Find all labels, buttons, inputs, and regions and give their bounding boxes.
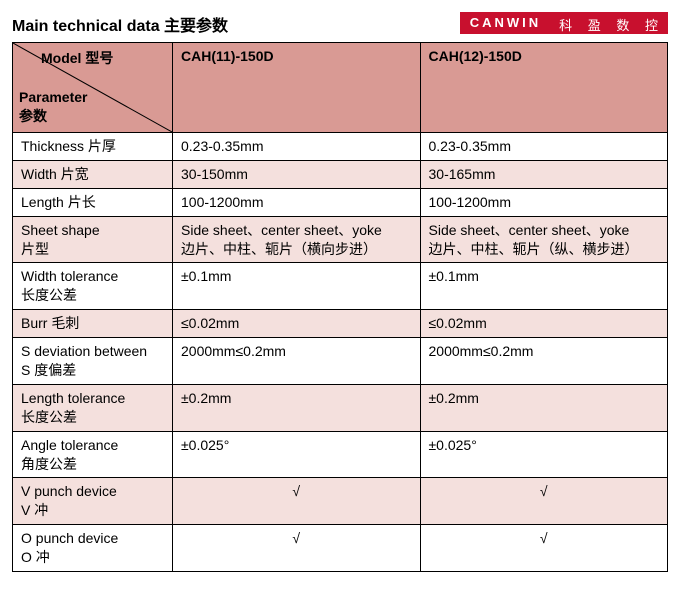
table-row: V punch device V 冲√√ [13, 478, 668, 525]
row-label: Width tolerance 长度公差 [13, 263, 173, 310]
row-value-2: 30-165mm [420, 160, 668, 188]
row-value-2: ≤0.02mm [420, 310, 668, 338]
corner-param-label: Parameter 参数 [19, 88, 88, 126]
row-value-1: 100-1200mm [173, 188, 421, 216]
spec-table: Model 型号 Parameter 参数 CAH(11)-150D CAH(1… [12, 42, 668, 572]
row-label: Angle tolerance 角度公差 [13, 431, 173, 478]
table-row: Width tolerance 长度公差±0.1mm±0.1mm [13, 263, 668, 310]
corner-model-label: Model 型号 [41, 49, 113, 68]
row-label: Burr 毛刺 [13, 310, 173, 338]
row-value-2: ±0.1mm [420, 263, 668, 310]
row-value-1: Side sheet、center sheet、yoke 边片、中柱、轭片（横向… [173, 216, 421, 263]
row-value-1: ±0.1mm [173, 263, 421, 310]
header-row: Main technical data 主要参数 CANWIN 科 盈 数 控 [12, 12, 668, 36]
row-value-1: ±0.2mm [173, 384, 421, 431]
row-label: Sheet shape 片型 [13, 216, 173, 263]
row-value-1: 0.23-0.35mm [173, 133, 421, 161]
row-value-1: ±0.025° [173, 431, 421, 478]
table-body: Thickness 片厚0.23-0.35mm0.23-0.35mmWidth … [13, 133, 668, 572]
corner-cell: Model 型号 Parameter 参数 [13, 43, 173, 133]
row-value-1: 2000mm≤0.2mm [173, 338, 421, 385]
row-label: V punch device V 冲 [13, 478, 173, 525]
brand-badge: CANWIN 科 盈 数 控 [460, 12, 668, 34]
row-label: O punch device O 冲 [13, 525, 173, 572]
table-row: Width 片宽30-150mm30-165mm [13, 160, 668, 188]
table-row: S deviation between S 度偏差2000mm≤0.2mm200… [13, 338, 668, 385]
row-label: Width 片宽 [13, 160, 173, 188]
brand-cn-text: 科 盈 数 控 [549, 12, 668, 34]
table-row: Length tolerance 长度公差±0.2mm±0.2mm [13, 384, 668, 431]
row-value-2: 100-1200mm [420, 188, 668, 216]
table-row: Burr 毛刺≤0.02mm≤0.02mm [13, 310, 668, 338]
row-label: Length 片长 [13, 188, 173, 216]
row-value-2: ±0.2mm [420, 384, 668, 431]
table-row: Angle tolerance 角度公差±0.025°±0.025° [13, 431, 668, 478]
table-row: O punch device O 冲√√ [13, 525, 668, 572]
table-row: Thickness 片厚0.23-0.35mm0.23-0.35mm [13, 133, 668, 161]
row-label: Length tolerance 长度公差 [13, 384, 173, 431]
row-value-1: √ [173, 525, 421, 572]
row-label: S deviation between S 度偏差 [13, 338, 173, 385]
row-label: Thickness 片厚 [13, 133, 173, 161]
row-value-1: √ [173, 478, 421, 525]
page-title: Main technical data 主要参数 [12, 12, 228, 36]
row-value-2: 0.23-0.35mm [420, 133, 668, 161]
row-value-2: ±0.025° [420, 431, 668, 478]
table-row: Sheet shape 片型Side sheet、center sheet、yo… [13, 216, 668, 263]
model-header-2: CAH(12)-150D [420, 43, 668, 133]
row-value-2: 2000mm≤0.2mm [420, 338, 668, 385]
row-value-1: 30-150mm [173, 160, 421, 188]
row-value-2: Side sheet、center sheet、yoke 边片、中柱、轭片（纵、… [420, 216, 668, 263]
row-value-1: ≤0.02mm [173, 310, 421, 338]
table-row: Length 片长100-1200mm100-1200mm [13, 188, 668, 216]
row-value-2: √ [420, 525, 668, 572]
brand-logo-text: CANWIN [460, 12, 549, 34]
row-value-2: √ [420, 478, 668, 525]
model-header-1: CAH(11)-150D [173, 43, 421, 133]
